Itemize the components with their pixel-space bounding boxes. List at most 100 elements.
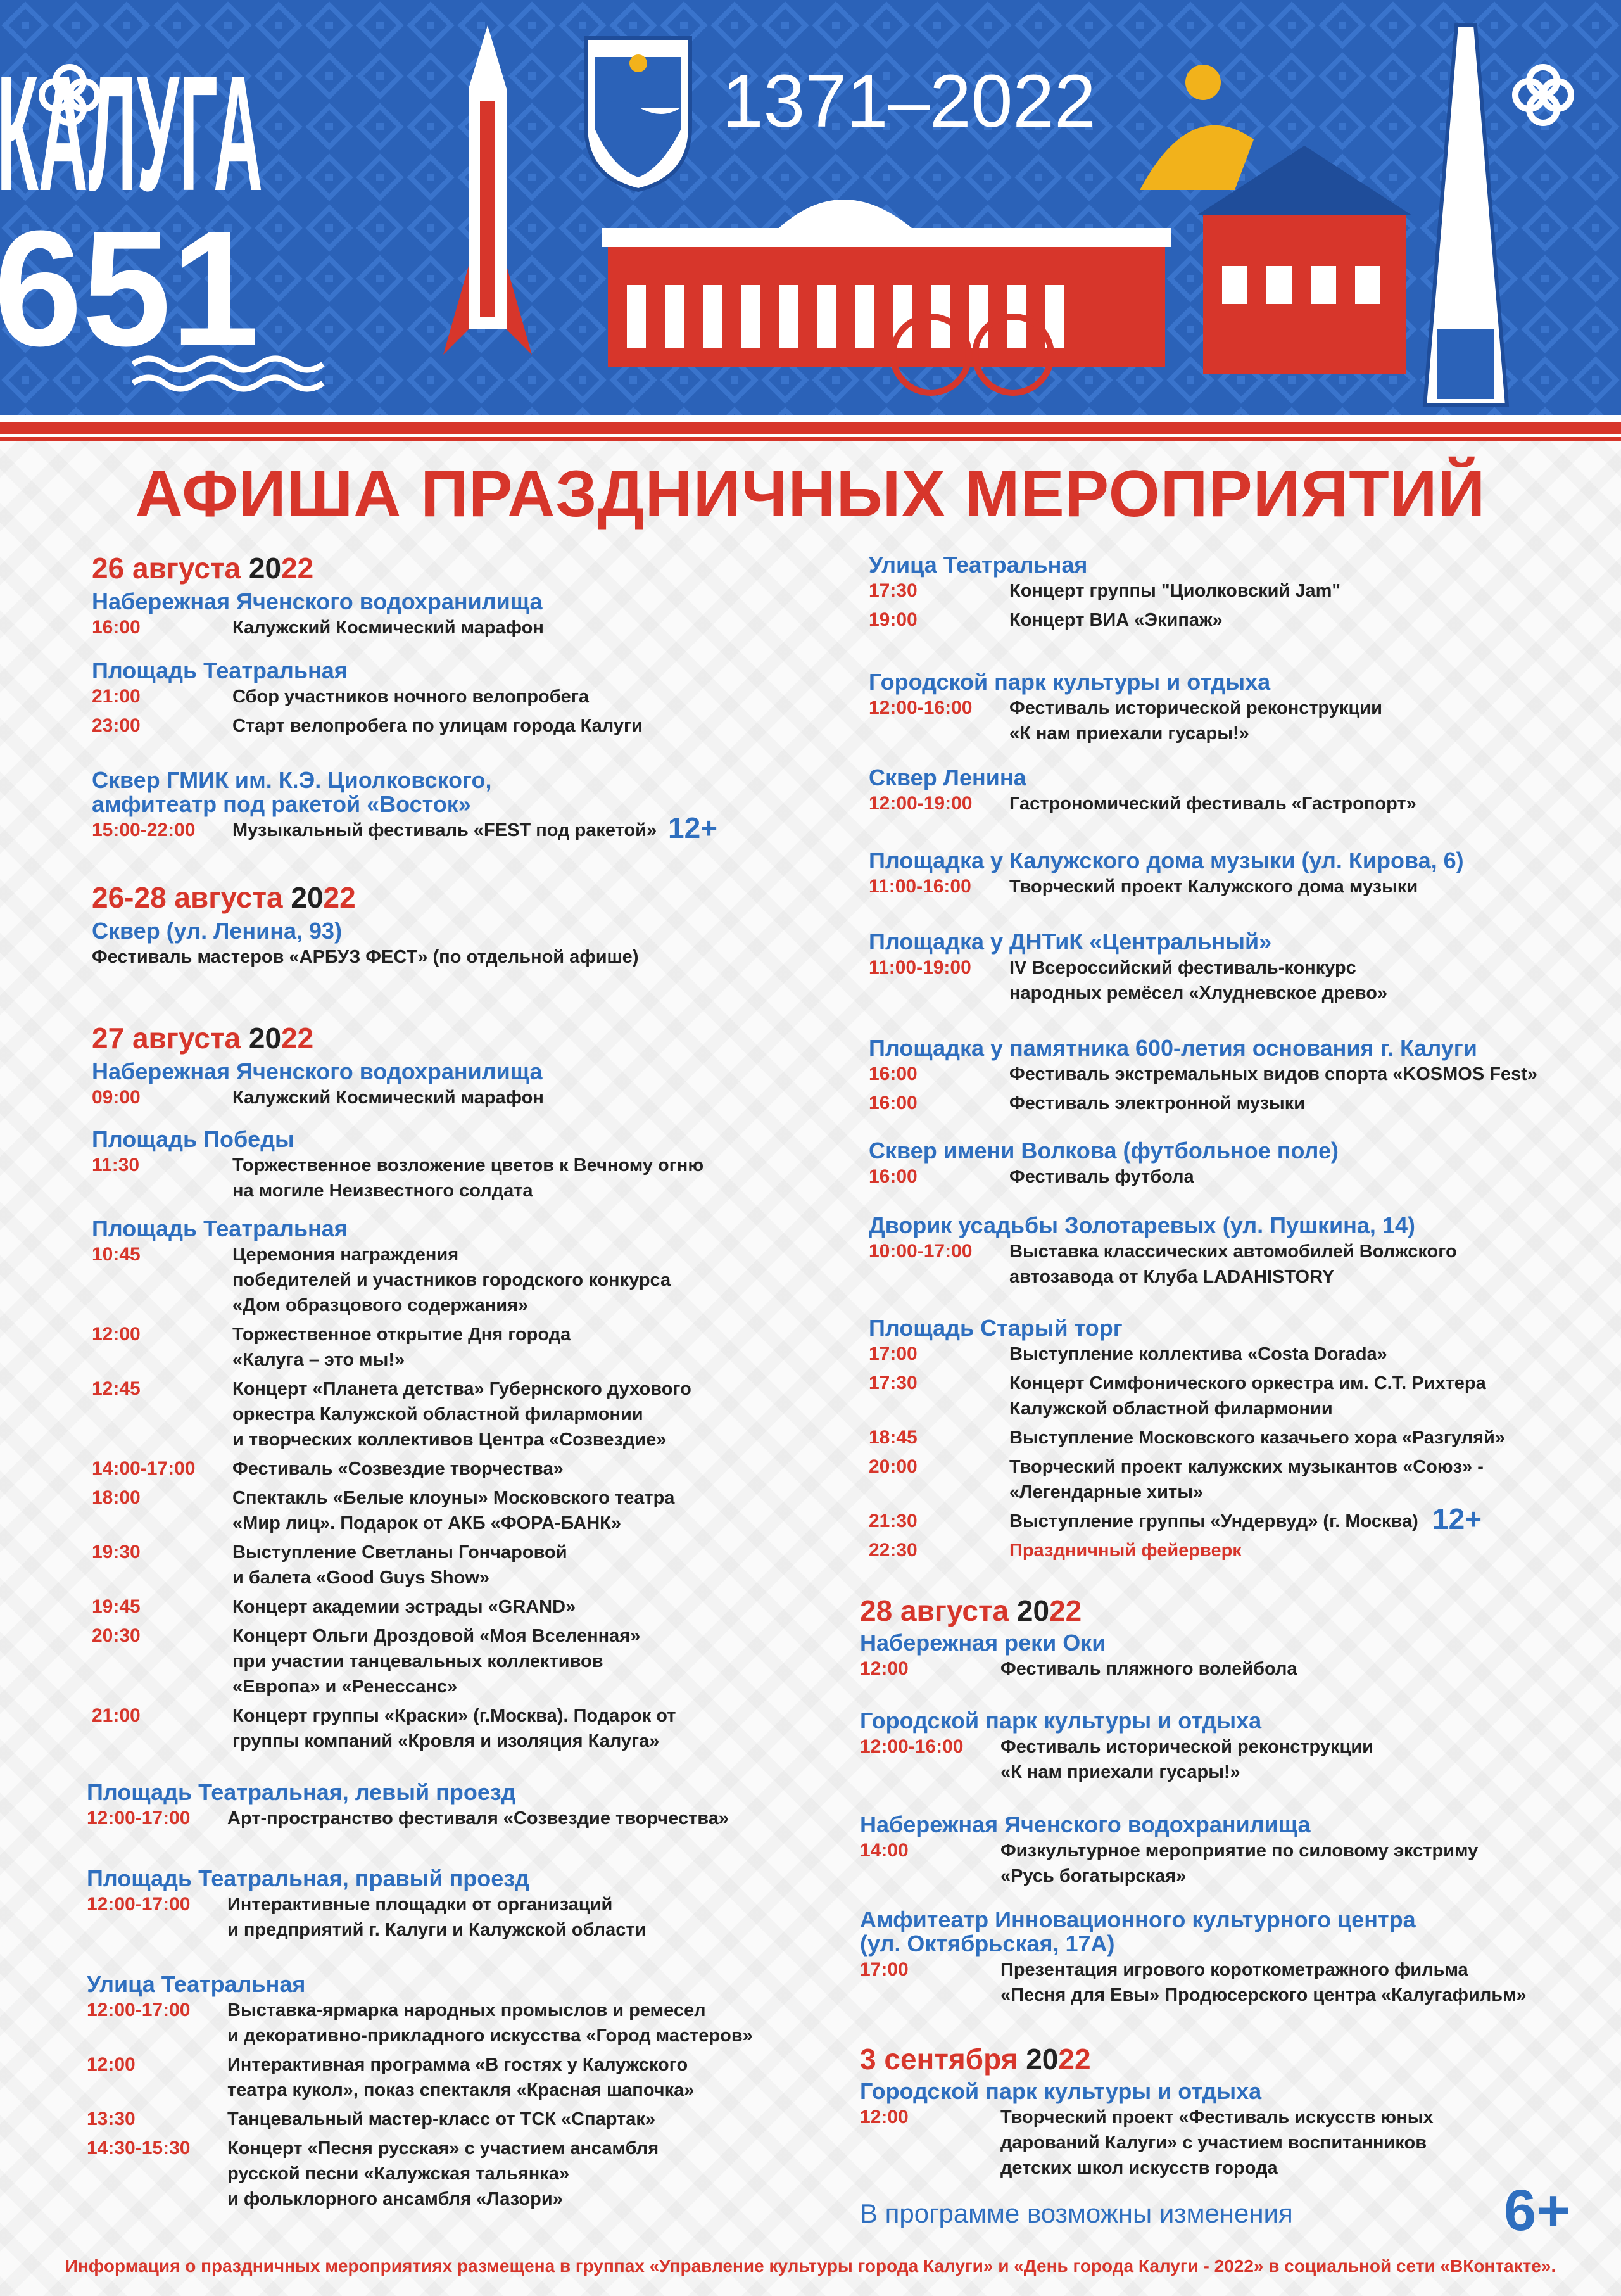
event-time: 10:00-17:00	[869, 1241, 973, 1262]
event-line: Физкультурное мероприятие по силовому эк…	[1000, 1840, 1479, 1861]
venue-heading: Площадка у памятника 600-летия основания…	[869, 1036, 1537, 1060]
event-line: «Мир лиц». Подарок от АКБ «ФОРА-БАНК»	[232, 1513, 621, 1533]
venue-line: Площадка у памятника 600-летия основания…	[869, 1035, 1477, 1062]
event-line: Арт-пространство фестиваля «Созвездие тв…	[227, 1808, 729, 1829]
event-line: Фестиваль исторической реконструкции	[1000, 1736, 1374, 1757]
event-time: 20:00	[869, 1456, 918, 1477]
date-label: 28 августа	[860, 1594, 1017, 1628]
event-description: Выступление группы «Ундервуд» (г. Москва…	[1009, 1509, 1505, 1534]
venue-heading: Сквер (ул. Ленина, 93)	[92, 919, 638, 943]
event-line: Творческий проект «Фестиваль искусств юн…	[1000, 2107, 1434, 2128]
event-row: 16:00 Калужский Космический марафон	[92, 615, 544, 640]
event-line: Концерт группы «Краски» (г.Москва). Пода…	[232, 1705, 676, 1726]
event-row: 18:00 Спектакль «Белые клоуны» Московског…	[92, 1485, 691, 1536]
event-description: Концерт «Песня русская» с участием ансам…	[227, 2136, 753, 2212]
event-description: Интерактивные площадки от организаций и п…	[227, 1892, 646, 1943]
event-line: Концерт Ольги Дроздовой «Моя Вселенная»	[232, 1625, 641, 1646]
event-line: «К нам приехали гусары!»	[1009, 723, 1249, 744]
venue-line: Набережная Яченского водохранилища	[92, 1058, 543, 1085]
venue-heading: Площадь Театральная, левый проезд	[87, 1780, 729, 1804]
ornament-background	[0, 437, 1621, 2296]
event-description: IV Всероссийский фестиваль-конкурс народн…	[1009, 955, 1387, 1006]
venue-heading: Набережная реки Оки	[860, 1631, 1297, 1655]
city-buildings-illustration	[602, 23, 1510, 407]
event-line: Интерактивные площадки от организаций	[227, 1894, 613, 1915]
date-heading: 26-28 августа 2022	[92, 880, 356, 915]
event-description: Фестиваль экстремальных видов спорта «KO…	[1009, 1062, 1537, 1087]
event-row: 23:00 Старт велопробега по улицам города …	[92, 713, 643, 739]
event-row: 17:30 Концерт группы "Циолковский Jam"	[869, 578, 1340, 604]
event-description: Церемония награждения победителей и участ…	[232, 1242, 691, 1318]
event-time: 21:00	[92, 1704, 141, 1726]
venue-heading: Площадь Театральная, правый проезд	[87, 1867, 646, 1891]
venue-line: Сквер имени Волкова (футбольное поле)	[869, 1138, 1339, 1164]
event-row: 11:00-16:00 Творческий проект Калужского …	[869, 874, 1464, 899]
venue-line: Сквер (ул. Ленина, 93)	[92, 918, 343, 944]
venue-heading: Набережная Яченского водохранилища	[92, 590, 544, 614]
event-time: 16:00	[869, 1093, 918, 1114]
event-time: 12:00-19:00	[869, 792, 973, 814]
venue-block: Улица Театральная 12:00-17:00 Выставка-ярм…	[87, 1972, 753, 2212]
event-line: Калужский Космический марафон	[232, 1088, 544, 1108]
event-row: 12:00-17:00 Арт-пространство фестиваля «С…	[87, 1806, 729, 1831]
date-block: 26 августа 2022	[92, 550, 313, 586]
event-line: Фестиваль «Созвездие творчества»	[232, 1458, 564, 1479]
event-description: Калужский Космический марафон	[232, 615, 544, 640]
date-block: 28 августа 2022	[860, 1593, 1082, 1628]
venue-line: Площадка у Калужского дома музыки (ул. К…	[869, 847, 1464, 874]
venue-block: Улица Театральная 17:30 Концерт группы "Ци…	[869, 553, 1340, 633]
event-row: 12:00-16:00 Фестиваль исторической реконс…	[869, 695, 1382, 746]
venue-block: Набережная Яченского водохранилища 14:00 Ф…	[860, 1812, 1478, 1889]
venue-line: (ул. Октябрьская, 17А)	[860, 1931, 1115, 1957]
event-time: 12:00	[860, 1658, 909, 1680]
header-banner: КАЛУГА 651 1371–2022	[0, 0, 1621, 443]
event-line: Спектакль «Белые клоуны» Московского теа…	[232, 1487, 675, 1508]
event-line: Выставка классических автомобилей Волжск…	[1009, 1241, 1457, 1262]
event-description: Фестиваль «Созвездие творчества»	[232, 1456, 691, 1481]
event-description: Фестиваль футбола	[1009, 1164, 1339, 1189]
event-row: 12:45 Концерт «Планета детства» Губернско…	[92, 1376, 691, 1452]
event-time: 17:30	[869, 580, 918, 602]
event-time: 16:00	[869, 1166, 918, 1188]
event-time: 16:00	[869, 1063, 918, 1085]
event-row: 12:00 Интерактивная программа «В гостях у…	[87, 2052, 753, 2103]
event-description: Спектакль «Белые клоуны» Московского теа…	[232, 1485, 691, 1536]
venue-line: Сквер Ленина	[869, 764, 1026, 790]
venue-line: Дворик усадьбы Золотаревых (ул. Пушкина,…	[869, 1212, 1415, 1239]
event-line: Торжественное открытие Дня города	[232, 1324, 571, 1345]
event-row: 14:30-15:30 Концерт «Песня русская» с уча…	[87, 2136, 753, 2212]
venue-line: Площадь Победы	[92, 1126, 294, 1152]
event-line: Выступление группы «Ундервуд» (г. Москва…	[1009, 1511, 1418, 1532]
event-line: Выступление Московского казачьего хора «…	[1009, 1427, 1505, 1448]
event-row: 13:30 Танцевальный мастер-класс от ТСК «С…	[87, 2107, 753, 2132]
event-time: 12:00-17:00	[87, 1894, 191, 1915]
event-line: Концерт академии эстрады «GRAND»	[232, 1596, 576, 1617]
event-row: 17:30 Концерт Симфонического оркестра им.…	[869, 1371, 1505, 1421]
venue-line: Площадка у ДНТиК «Центральный»	[869, 928, 1272, 955]
age-rating-badge: 6+	[1504, 2178, 1570, 2243]
event-time: 12:45	[92, 1378, 141, 1399]
city-crest-icon	[584, 36, 692, 193]
date-year-part: 20	[248, 1022, 282, 1055]
event-description: Презентация игрового короткометражного ф…	[1000, 1957, 1527, 2008]
event-line: Концерт Симфонического оркестра им. С.Т.…	[1009, 1373, 1486, 1393]
venue-heading: Площадка у Калужского дома музыки (ул. К…	[869, 849, 1464, 873]
event-row: 19:00 Концерт ВИА «Экипаж»	[869, 607, 1340, 633]
event-time: 17:00	[860, 1959, 909, 1981]
event-row: 17:00 Презентация игрового короткометражн…	[860, 1957, 1527, 2008]
venue-line: Площадь Театральная	[92, 1215, 348, 1241]
venue-heading: Городской парк культуры и отдыха	[860, 1708, 1373, 1733]
event-line: Танцевальный мастер-класс от ТСК «Спарта…	[227, 2109, 656, 2129]
event-row: 10:45 Церемония награждения победителей и …	[92, 1242, 691, 1318]
event-description: Интерактивная программа «В гостях у Калу…	[227, 2052, 753, 2103]
event-description: Концерт ВИА «Экипаж»	[1009, 607, 1340, 633]
event-row: 14:00 Физкультурное мероприятие по силово…	[860, 1838, 1478, 1889]
event-line: Творческий проект калужских музыкантов «…	[1009, 1456, 1484, 1477]
event-row: 14:00-17:00 Фестиваль «Созвездие творчест…	[92, 1456, 691, 1481]
venue-block: Набережная Яченского водохранилища 09:00 К…	[92, 1060, 544, 1110]
event-description: Творческий проект калужских музыкантов «…	[1009, 1454, 1505, 1505]
venue-block: Площадь Театральная 10:45 Церемония награж…	[92, 1215, 691, 1754]
date-year-part: 20	[291, 881, 324, 915]
event-time: 12:00-17:00	[87, 1999, 191, 2020]
date-year-part: 22	[281, 552, 314, 585]
